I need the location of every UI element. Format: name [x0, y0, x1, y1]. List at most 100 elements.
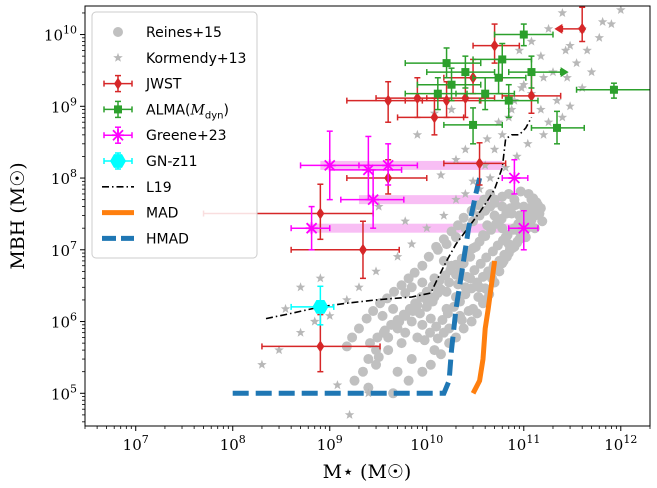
kormendy-point-57	[460, 144, 471, 154]
alma-marker-10	[553, 123, 562, 132]
reines-point-107	[446, 226, 457, 237]
greene-marker-4	[305, 222, 318, 235]
alma-marker-4	[442, 59, 451, 68]
axes: 107 108 109 1010 1011 1012 105 106 107 108 109 1010	[44, 12, 651, 454]
kormendy-point-25	[586, 67, 597, 77]
kormendy-point-16	[536, 104, 546, 114]
kormendy-point-5	[526, 36, 537, 46]
kormendy-point-65	[538, 72, 549, 82]
reines-point-127	[441, 286, 452, 297]
reines-point-68	[406, 316, 417, 327]
kormendy-point-23	[606, 19, 617, 29]
greene-point-1	[329, 135, 403, 201]
reines-point-114	[396, 280, 407, 291]
reines-point-120	[353, 323, 364, 334]
kormendy-point-64	[560, 45, 571, 55]
jwst-marker-8	[527, 89, 536, 102]
jwst-marker-7	[430, 111, 439, 124]
kormendy-point-29	[538, 129, 549, 139]
y-tick-label-0: 105	[51, 382, 77, 403]
kormendy-point-18	[552, 95, 562, 105]
greene-point-6	[508, 210, 539, 251]
jwst-marker-0	[578, 22, 587, 35]
l19-line	[265, 117, 533, 320]
kormendy-point-59	[400, 216, 410, 226]
reines-point-159	[442, 308, 453, 319]
kormendy-point-47	[257, 359, 267, 369]
kormendy-point-37	[422, 223, 432, 233]
reines-point-25	[438, 255, 449, 266]
reines-point-130	[469, 265, 480, 276]
kormendy-point-58	[374, 201, 384, 211]
kormendy-point-1	[543, 23, 554, 33]
kormendy-point-51	[280, 303, 291, 313]
kormendy-point-20	[571, 58, 582, 68]
reines-point-155	[466, 283, 477, 294]
kormendy-point-35	[451, 194, 461, 204]
reines-point-77	[417, 366, 428, 377]
legend-label-gnz11: GN-z11	[146, 154, 198, 170]
jwst-marker-1	[490, 39, 499, 52]
kormendy-point-56	[446, 104, 457, 114]
alma-point-8	[404, 76, 468, 111]
x-axis-label: M⋆ (M☉)	[323, 461, 412, 483]
x-tick-label-4: 1011	[507, 433, 540, 454]
reines-point-209	[365, 338, 376, 349]
model-lines	[232, 117, 533, 396]
reines-point-83	[466, 316, 477, 327]
kormendy-point-3	[536, 51, 546, 61]
kormendy-point-41	[354, 282, 364, 292]
reines-point-160	[437, 315, 448, 326]
reines-point-113	[403, 273, 414, 284]
kormendy-point-0	[557, 8, 568, 17]
reines-point-115	[389, 286, 400, 297]
reines-point-191	[474, 236, 485, 247]
jwst-point-0	[554, 6, 587, 43]
hmad-line	[232, 177, 483, 396]
legend-item-kormendy: Kormendy+13	[113, 51, 246, 67]
x-tick-label-2: 109	[317, 433, 343, 454]
reines-point-70	[383, 345, 394, 356]
reines-point-121	[347, 332, 358, 343]
reines-point-166	[456, 315, 467, 326]
reines-point-129	[462, 271, 473, 282]
jwst-marker-13	[316, 340, 325, 353]
kormendy-point-52	[295, 282, 306, 292]
reines-point-207	[379, 325, 390, 336]
y-tick-label-3: 108	[51, 167, 77, 188]
reines-point-117	[375, 298, 386, 309]
jwst-marker-12	[358, 243, 367, 256]
alma-point-4	[404, 47, 482, 79]
reines-point-105	[458, 212, 469, 223]
kormendy-point-55	[412, 129, 423, 139]
y-tick-label-2: 107	[51, 239, 77, 260]
legend-item-hmad: HMAD	[102, 231, 189, 247]
legend-label-hmad: HMAD	[146, 231, 189, 247]
kormendy-point-7	[519, 79, 529, 89]
legend-item-greene: Greene+23	[103, 126, 227, 144]
legend-item-alma: ALMA(Mdyn)	[103, 100, 229, 121]
reines-point-208	[372, 332, 383, 343]
reines-point-183	[515, 186, 526, 197]
alma-marker-11	[469, 120, 478, 129]
alma-marker-3	[494, 73, 503, 82]
greene-band-1	[358, 195, 503, 205]
alma-marker-0	[609, 85, 618, 94]
reines-point-106	[453, 220, 464, 231]
reines-point-108	[438, 234, 449, 245]
reines-point-10	[363, 354, 374, 365]
kormendy-point-49	[363, 388, 374, 398]
legend-swatch-kormendy	[113, 52, 123, 62]
kormendy-point-17	[543, 117, 554, 127]
reines-point-72	[357, 366, 368, 377]
kormendy-point-26	[577, 83, 587, 92]
greene-marker-2	[382, 159, 395, 172]
reines-point-74	[363, 382, 374, 393]
kormendy-point-6	[514, 45, 525, 55]
legend-item-gnz11: GN-z11	[103, 152, 198, 170]
gnz11-marker-0	[312, 300, 329, 314]
x-tick-label-1: 108	[220, 433, 246, 454]
kormendy-point-67	[506, 104, 517, 114]
kormendy-point-38	[407, 239, 417, 249]
